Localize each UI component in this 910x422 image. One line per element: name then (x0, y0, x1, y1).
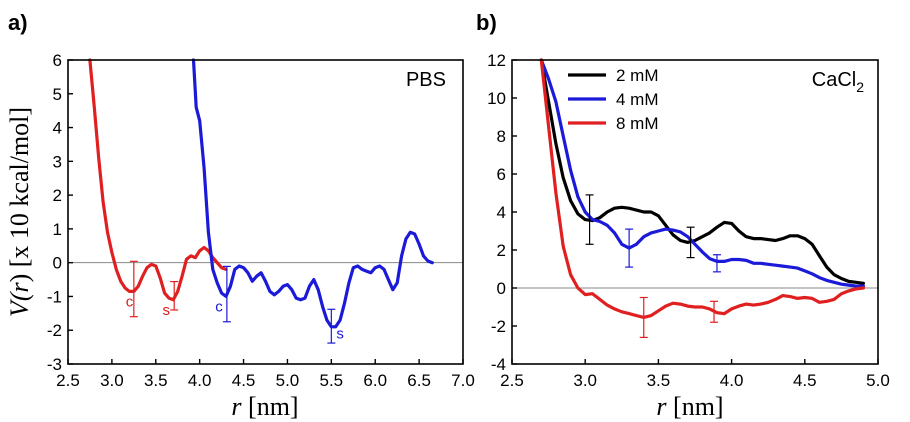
panel-a-annotation: PBS (406, 69, 446, 91)
y-tick-label: 12 (487, 51, 506, 70)
x-tick-label: 5.0 (276, 371, 300, 390)
panel-a-ylabel: V(r) [x 10 kcal/mol] (5, 107, 34, 317)
y-tick-label: 4 (53, 119, 62, 138)
x-tick-label: 4.0 (188, 371, 212, 390)
x-tick-label: 2.5 (500, 371, 524, 390)
x-tick-label: 4.0 (720, 371, 744, 390)
y-tick-label: 0 (497, 279, 506, 298)
series-line-2 (191, 58, 434, 329)
y-tick-label: 0 (53, 254, 62, 273)
x-tick-label: 5.5 (320, 371, 344, 390)
x-tick-label: 5.0 (866, 371, 890, 390)
y-tick-label: -3 (47, 355, 62, 374)
error-bar (170, 280, 179, 311)
site-label: s (163, 302, 171, 319)
x-tick-label: 7.0 (451, 371, 475, 390)
y-tick-label: 10 (487, 89, 506, 108)
y-tick-label: -4 (491, 355, 506, 374)
series-line-1 (88, 58, 228, 302)
legend-label: 4 mM (616, 90, 659, 109)
error-bar (712, 254, 721, 273)
error-bar (710, 300, 719, 323)
panel-b-annotation: CaCl2 (812, 69, 864, 95)
panel-a-frame (67, 59, 464, 365)
panel-a-plot: c s c s 2.5 3.0 3.5 4.0 4.5 5.0 5.5 6.0 6.5 7.0 -3 -2 -… (5, 51, 475, 421)
error-bar (327, 308, 336, 344)
series-line-3 (539, 58, 866, 319)
panel-b-legend: 2 mM 4 mM 8 mM (568, 66, 659, 133)
x-tick-label: 3.0 (100, 371, 124, 390)
x-tick-label: 6.5 (407, 371, 431, 390)
y-tick-label: -1 (47, 287, 62, 306)
site-label: c (215, 299, 223, 316)
x-tick-label: 6.0 (363, 371, 387, 390)
legend-label: 2 mM (616, 66, 659, 85)
y-tick-label: 6 (53, 51, 62, 70)
x-tick-label: 3.0 (573, 371, 597, 390)
x-tick-label: 4.5 (793, 371, 817, 390)
y-tick-label: 4 (497, 203, 506, 222)
panel-a-letter: a) (8, 10, 28, 35)
y-tick-label: 5 (53, 85, 62, 104)
x-tick-label: 3.5 (647, 371, 671, 390)
y-tick-label: -2 (47, 321, 62, 340)
panel-b-letter: b) (476, 10, 497, 35)
x-tick-label: 3.5 (144, 371, 168, 390)
site-label: c (126, 294, 134, 311)
series-line-2 (539, 58, 866, 288)
y-tick-label: 2 (53, 186, 62, 205)
error-bar (686, 226, 695, 259)
panel-b-frame (511, 59, 879, 365)
y-tick-label: 6 (497, 165, 506, 184)
x-tick-label: 4.5 (232, 371, 256, 390)
legend-label: 8 mM (616, 114, 659, 133)
panel-a-xlabel: r [nm] (231, 392, 298, 421)
site-label: s (336, 326, 344, 343)
error-bar (585, 194, 594, 245)
error-bar (625, 228, 634, 268)
y-tick-label: 8 (497, 127, 506, 146)
y-tick-label: 3 (53, 152, 62, 171)
y-tick-label: 1 (53, 220, 62, 239)
x-tick-label: 2.5 (56, 371, 80, 390)
error-bar (639, 296, 648, 338)
error-bar (129, 260, 138, 318)
panel-b-xlabel: r [nm] (656, 392, 723, 421)
panel-b-plot: 2.5 3.0 3.5 4.0 4.5 5.0 -4 -2 0 2 4 6 8 10 12 CaCl2 2 … (487, 51, 890, 421)
error-bar (222, 265, 231, 323)
y-tick-label: -2 (491, 317, 506, 336)
y-tick-label: 2 (497, 241, 506, 260)
